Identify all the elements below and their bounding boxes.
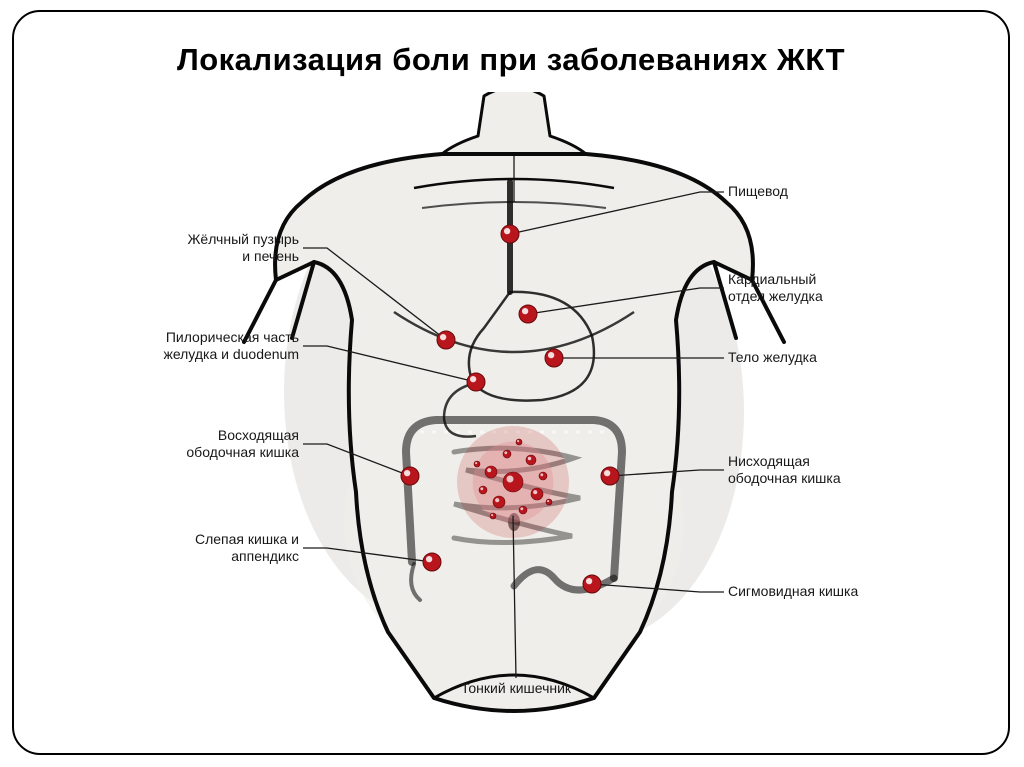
sigmoid_label: Сигмовидная кишка: [728, 583, 858, 601]
cardia-marker: [519, 305, 537, 323]
cecum_label: Слепая кишка и аппендикс: [195, 531, 299, 566]
stomach_body_label: Тело желудка: [728, 349, 817, 367]
page-title: Локализация боли при заболеваниях ЖКТ: [14, 42, 1008, 78]
cecum-marker: [423, 553, 441, 571]
pylorus-marker: [467, 373, 485, 391]
anatomical-figure: Пищевод Жёлчный пузырь и печень Кардиальны…: [14, 92, 1012, 752]
sigmoid-marker: [583, 575, 601, 593]
gallbladder-marker: [437, 331, 455, 349]
small_intestine_label: Тонкий кишечник: [436, 680, 596, 698]
esophagus_label: Пищевод: [728, 183, 788, 201]
ascending_colon-marker: [401, 467, 419, 485]
neck-outline: [442, 92, 586, 154]
cardia_label: Кардиальный отдел желудка: [728, 271, 823, 306]
descending_label: Нисходящая ободочная кишка: [728, 453, 841, 488]
stomach_body-marker: [545, 349, 563, 367]
ascending_label: Восходящая ободочная кишка: [186, 427, 299, 462]
pylorus_label: Пилорическая часть желудка и duodenum: [163, 329, 299, 364]
esophagus-marker: [501, 225, 519, 243]
descending_colon-marker: [601, 467, 619, 485]
gallbladder_label: Жёлчный пузырь и печень: [187, 231, 299, 266]
